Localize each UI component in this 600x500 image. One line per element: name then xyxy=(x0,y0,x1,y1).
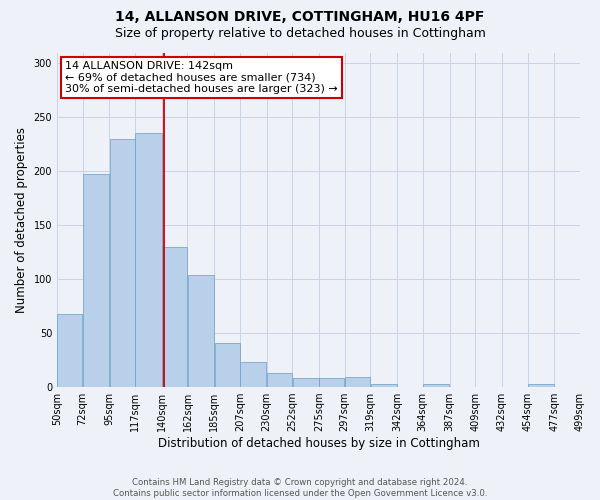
Bar xyxy=(110,139,135,387)
Bar xyxy=(57,314,82,387)
Bar xyxy=(319,378,344,387)
Bar xyxy=(293,378,319,387)
Bar xyxy=(423,384,449,387)
Bar xyxy=(83,174,109,387)
Bar xyxy=(188,275,214,387)
Bar xyxy=(162,247,187,387)
Bar xyxy=(345,378,370,387)
Text: Contains HM Land Registry data © Crown copyright and database right 2024.
Contai: Contains HM Land Registry data © Crown c… xyxy=(113,478,487,498)
Bar xyxy=(136,134,161,387)
Bar xyxy=(528,384,554,387)
Bar xyxy=(240,362,266,387)
Bar xyxy=(215,343,239,387)
Bar xyxy=(267,373,292,387)
Text: 14, ALLANSON DRIVE, COTTINGHAM, HU16 4PF: 14, ALLANSON DRIVE, COTTINGHAM, HU16 4PF xyxy=(115,10,485,24)
Y-axis label: Number of detached properties: Number of detached properties xyxy=(15,127,28,313)
Text: 14 ALLANSON DRIVE: 142sqm
← 69% of detached houses are smaller (734)
30% of semi: 14 ALLANSON DRIVE: 142sqm ← 69% of detac… xyxy=(65,61,338,94)
X-axis label: Distribution of detached houses by size in Cottingham: Distribution of detached houses by size … xyxy=(158,437,479,450)
Text: Size of property relative to detached houses in Cottingham: Size of property relative to detached ho… xyxy=(115,28,485,40)
Bar xyxy=(371,384,397,387)
